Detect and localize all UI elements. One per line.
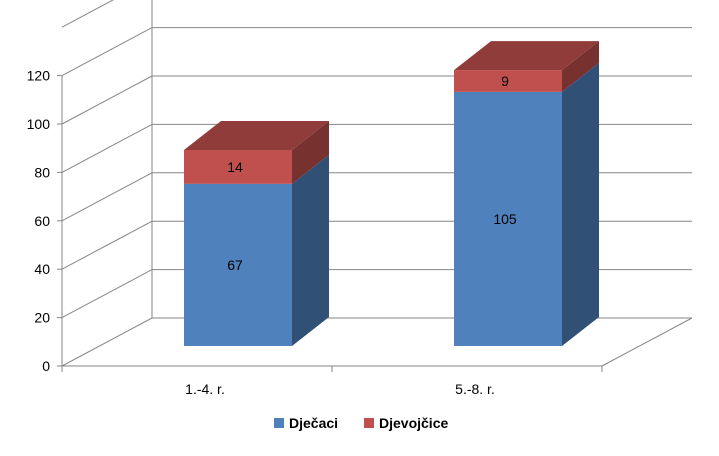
bar-side-face xyxy=(562,41,599,92)
bars xyxy=(184,41,599,347)
bar-side-face xyxy=(292,120,329,184)
y-tick-label: 0 xyxy=(42,358,50,374)
legend-swatch xyxy=(364,418,374,428)
data-label: 67 xyxy=(227,257,243,273)
legend-label: Djevojčice xyxy=(379,415,448,431)
floor-edge xyxy=(601,317,693,367)
data-label: 9 xyxy=(501,73,509,89)
data-label: 14 xyxy=(227,159,243,175)
y-tick-label: 120 xyxy=(27,68,51,84)
x-tick-label: 1.-4. r. xyxy=(185,381,225,397)
y-tick-label: 20 xyxy=(34,310,50,326)
bar-top-face xyxy=(454,41,599,71)
legend-label: Dječaci xyxy=(289,415,338,431)
bar-side-face xyxy=(562,62,599,347)
gridline-side xyxy=(61,75,153,125)
axes: 0 20 40 60 80 100 120 1.-4. r. 5.-8. r. xyxy=(27,68,603,397)
bar-top-face xyxy=(184,120,329,150)
y-tick-label: 80 xyxy=(34,164,50,180)
gridline-side xyxy=(61,317,153,367)
data-label: 105 xyxy=(493,211,517,227)
legend-swatch xyxy=(274,418,284,428)
data-labels: 67 14 105 9 xyxy=(227,73,517,273)
bar-segment-djecaci xyxy=(454,91,562,347)
bar-segment-djevojcice xyxy=(454,70,562,92)
legend: Dječaci Djevojčice xyxy=(274,415,448,431)
y-tick-label: 40 xyxy=(34,261,50,277)
gridline-side xyxy=(61,172,153,222)
bar-segment-djevojcice xyxy=(184,149,292,184)
gridline-side xyxy=(61,269,153,319)
gridline-side xyxy=(61,220,153,270)
bar-segment-djecaci xyxy=(184,183,292,346)
gridline-side xyxy=(61,123,153,173)
y-tick-label: 100 xyxy=(27,116,51,132)
bar-side-face xyxy=(292,154,329,346)
y-tick-label: 60 xyxy=(34,213,50,229)
gridline-side xyxy=(61,0,115,28)
gridline-side xyxy=(61,27,153,77)
x-tick-label: 5.-8. r. xyxy=(455,381,495,397)
